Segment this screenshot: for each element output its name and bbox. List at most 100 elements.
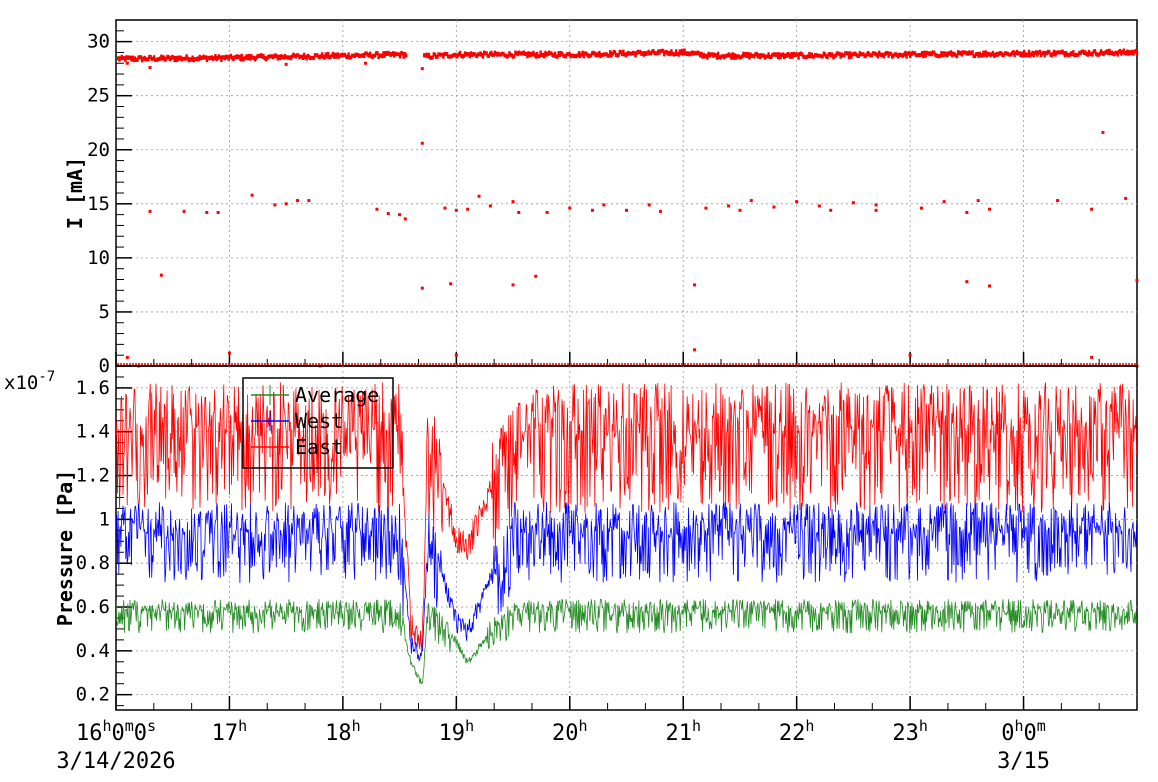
current-point [534,274,538,278]
time-tick-hour: 21 [665,721,692,746]
y-tick-label: 0.4 [76,640,110,662]
y-tick-label: 30 [87,31,110,53]
y-tick-label: 10 [87,247,110,269]
y-axis-multiplier-exponent: -7 [38,369,55,385]
y-tick-label: 0 [99,355,110,377]
current-point [965,210,969,214]
current-point [738,208,742,212]
current-point [250,193,254,197]
current-point [403,217,407,221]
time-tick-hour-unit: h [692,717,701,735]
time-tick-hour-unit: h [238,717,247,735]
current-point [488,204,492,208]
current-point [420,141,424,145]
current-point [919,206,923,210]
time-tick-second: 0 [134,721,147,746]
y-tick-label: 1 [99,508,110,530]
time-tick-label: 19h [439,717,475,746]
current-point [1056,199,1060,203]
current-point [976,199,980,203]
legend-box [242,377,394,469]
time-tick-hour-unit: h [1015,717,1024,735]
current-plot-frame [115,19,1138,367]
current-point [511,283,515,287]
time-tick-minute-unit: m [1037,717,1046,735]
time-tick-label: 16h0m0s [76,717,156,746]
y-tick-label: 1.2 [76,465,110,487]
current-point [1124,196,1128,200]
current-point [296,199,300,203]
current-point [693,348,697,352]
current-point [704,206,708,210]
y-tick-label: 20 [87,139,110,161]
legend-label-east: East [295,435,343,459]
time-tick-hour: 17 [212,721,239,746]
time-tick-minute: 0 [111,721,124,746]
current-point [568,206,572,210]
y-axis-multiplier: x10-7 [4,369,55,394]
time-tick-hour: 0 [1001,721,1014,746]
time-tick-label: 18h [325,717,361,746]
current-point [545,210,549,214]
y-tick-label: 1.6 [76,377,110,399]
current-point [443,206,447,210]
current-point [420,67,424,71]
pressure-panel: 0.2 0.4 0.6 0.8 1 1.2 1.4 1.6 x10-7 Pressure [Pa] [4,365,1138,711]
pressure-axis-title: Pressure [Pa] [53,470,77,627]
current-series [117,48,1139,368]
current-point [874,208,878,212]
current-point [398,213,402,217]
current-point [375,207,379,211]
pressure-series-west [116,501,1137,662]
current-point [284,202,288,206]
time-tick-hour-unit: h [465,717,474,735]
current-point [795,200,799,204]
time-tick-hour: 20 [552,721,579,746]
current-point [517,210,521,214]
y-tick-label: 15 [87,193,110,215]
time-tick-second-unit: s [147,717,156,735]
current-point [590,208,594,212]
y-tick-label: 0.2 [76,684,110,706]
current-point [386,212,390,216]
current-point [273,203,277,207]
current-point [148,66,152,70]
time-tick-label: 23h [892,717,928,746]
y-tick-label: 0.8 [76,552,110,574]
current-point [216,210,220,214]
legend-label-average: Average [295,383,379,407]
current-point [182,209,186,213]
time-tick-hour: 18 [325,721,352,746]
current-point [284,62,288,66]
time-tick-label: 20h [552,717,588,746]
current-point [1135,279,1139,283]
time-tick-minute-unit: m [125,717,134,735]
current-point [874,203,878,207]
current-point [965,280,969,284]
pressure-plot-frame [115,365,1138,711]
current-point [647,203,651,207]
current-point [125,355,129,359]
current-point [420,286,424,290]
current-point [851,201,855,205]
time-tick-hour-unit: h [805,717,814,735]
current-point [205,210,209,214]
current-point [1101,130,1105,134]
time-tick-hour-unit: h [579,717,588,735]
time-tick-hour: 23 [892,721,919,746]
current-point [307,199,311,203]
current-axis-title: I [mA] [63,157,87,229]
current-point [625,208,628,212]
time-tick-hour-unit: h [102,717,111,735]
y-tick-label: 1.4 [76,421,110,443]
time-tick-hour: 19 [439,721,466,746]
pressure-series-east [116,382,1137,652]
current-point [125,61,129,65]
next-date-label: 3/15 [997,749,1050,774]
start-date-label: 3/14/2026 [56,749,175,774]
time-tick-hour: 16 [76,721,103,746]
current-point [1090,355,1094,359]
current-point [159,273,163,277]
